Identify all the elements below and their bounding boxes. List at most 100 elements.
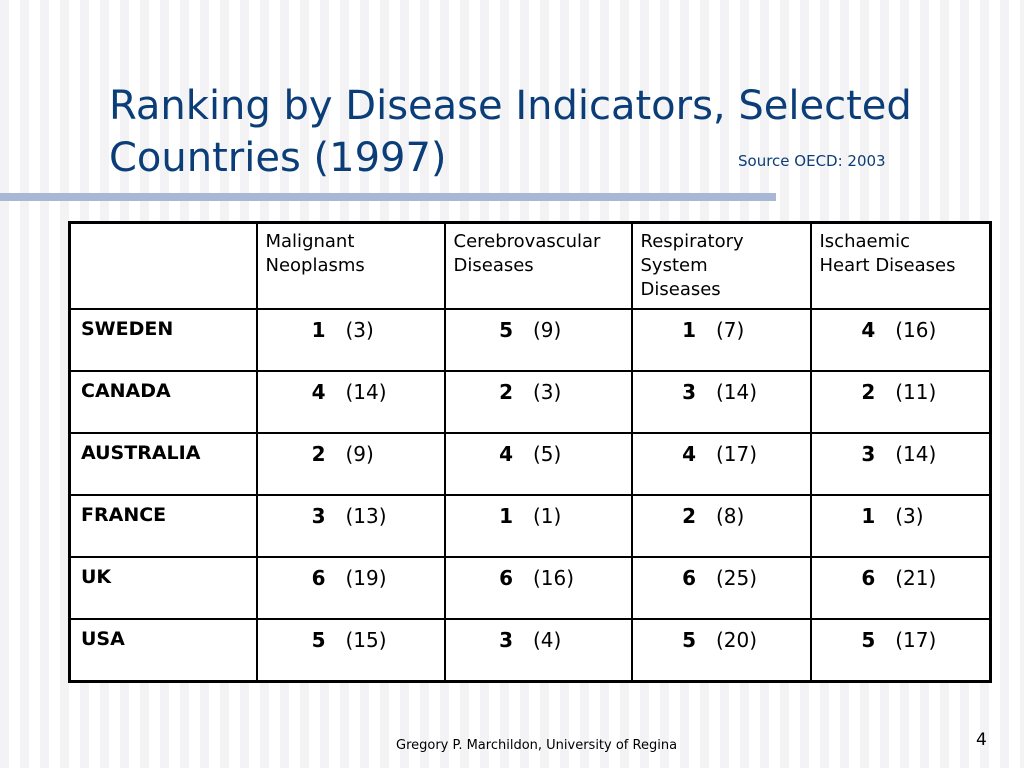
score-value: (17) (716, 442, 758, 466)
source-note: Source OECD: 2003 (738, 152, 886, 170)
ranking-cell: 2 (11) (809, 370, 992, 434)
rank-value: 4 (682, 442, 696, 466)
score-value: (14) (895, 442, 937, 466)
rank-value: 6 (311, 566, 326, 590)
rank-value: 5 (861, 628, 876, 652)
header-line: System (640, 255, 708, 276)
rank-value: 1 (499, 504, 513, 528)
table-row: CANADA 4 (14) 2 (3) 3 (14) 2 (11) (68, 370, 992, 434)
rank-value: 5 (682, 628, 696, 652)
ranking-cell: 4 (17) (630, 432, 812, 496)
rank-value: 2 (311, 442, 326, 466)
rank-value: 1 (861, 504, 876, 528)
country-cell: USA (68, 618, 258, 682)
rank-value: 3 (311, 504, 326, 528)
header-corner-cell (68, 221, 258, 310)
country-cell: CANADA (68, 370, 258, 434)
score-value: (19) (345, 566, 387, 590)
footer-credit: Gregory P. Marchildon, University of Reg… (396, 738, 678, 753)
score-value: (17) (895, 628, 937, 652)
ranking-cell: 2 (8) (630, 494, 812, 558)
table-row: AUSTRALIA 2 (9) 4 (5) 4 (17) 3 (14) (68, 432, 992, 496)
ranking-cell: 3 (14) (630, 370, 812, 434)
rank-value: 6 (499, 566, 513, 590)
score-value: (16) (533, 566, 575, 590)
score-value: (3) (895, 504, 924, 528)
score-value: (8) (716, 504, 745, 528)
ranking-cell: 2 (3) (443, 370, 633, 434)
rank-value: 5 (499, 318, 513, 342)
score-value: (9) (533, 318, 562, 342)
disease-ranking-table: Malignant Neoplasms Cerebrovascular Dise… (68, 221, 992, 683)
header-line: Malignant (265, 231, 355, 252)
rank-value: 2 (861, 380, 876, 404)
table-row: SWEDEN 1 (3) 5 (9) 1 (7) 4 (16) (68, 308, 992, 372)
rank-value: 4 (311, 380, 326, 404)
score-value: (25) (716, 566, 758, 590)
slide-title-line-2: Countries (1997) (109, 135, 447, 181)
ranking-cell: 5 (17) (809, 618, 992, 682)
ranking-cell: 4 (16) (809, 308, 992, 372)
header-respiratory-system-diseases: Respiratory System Diseases (630, 221, 812, 310)
score-value: (3) (345, 318, 374, 342)
rank-value: 2 (682, 504, 696, 528)
table-row: UK 6 (19) 6 (16) 6 (25) 6 (21) (68, 556, 992, 620)
score-value: (1) (533, 504, 562, 528)
rank-value: 2 (499, 380, 513, 404)
rank-value: 3 (861, 442, 876, 466)
header-line: Ischaemic (819, 231, 911, 252)
header-line: Diseases (640, 279, 721, 300)
score-value: (11) (895, 380, 937, 404)
ranking-cell: 6 (21) (809, 556, 992, 620)
score-value: (13) (345, 504, 387, 528)
ranking-cell: 1 (3) (809, 494, 992, 558)
rank-value: 6 (682, 566, 696, 590)
table-header-row: Malignant Neoplasms Cerebrovascular Dise… (68, 221, 992, 310)
ranking-cell: 5 (9) (443, 308, 633, 372)
rank-value: 5 (311, 628, 326, 652)
header-line: Diseases (453, 255, 534, 276)
ranking-cell: 4 (5) (443, 432, 633, 496)
ranking-cell: 5 (20) (630, 618, 812, 682)
ranking-cell: 6 (16) (443, 556, 633, 620)
rank-value: 3 (499, 628, 513, 652)
rank-value: 4 (861, 318, 876, 342)
ranking-cell: 5 (15) (255, 618, 446, 682)
header-line: Neoplasms (265, 255, 365, 276)
header-cerebrovascular-diseases: Cerebrovascular Diseases (443, 221, 633, 310)
country-cell: AUSTRALIA (68, 432, 258, 496)
ranking-cell: 1 (1) (443, 494, 633, 558)
header-line: Heart Diseases (819, 255, 956, 276)
score-value: (15) (345, 628, 387, 652)
rank-value: 3 (682, 380, 696, 404)
rank-value: 6 (861, 566, 876, 590)
ranking-cell: 2 (9) (255, 432, 446, 496)
score-value: (9) (345, 442, 374, 466)
ranking-cell: 1 (7) (630, 308, 812, 372)
score-value: (5) (533, 442, 562, 466)
title-divider (0, 193, 776, 201)
header-malignant-neoplasms: Malignant Neoplasms (255, 221, 446, 310)
header-line: Respiratory (640, 231, 744, 252)
page-number: 4 (976, 730, 987, 750)
country-cell: UK (68, 556, 258, 620)
score-value: (7) (716, 318, 745, 342)
score-value: (3) (533, 380, 562, 404)
score-value: (14) (716, 380, 758, 404)
table-row: USA 5 (15) 3 (4) 5 (20) 5 (17) (68, 618, 992, 682)
ranking-cell: 4 (14) (255, 370, 446, 434)
ranking-cell: 6 (19) (255, 556, 446, 620)
ranking-cell: 1 (3) (255, 308, 446, 372)
score-value: (4) (533, 628, 562, 652)
ranking-cell: 3 (14) (809, 432, 992, 496)
rank-value: 1 (682, 318, 696, 342)
country-cell: SWEDEN (68, 308, 258, 372)
slide-title-line-1: Ranking by Disease Indicators, Selected (109, 83, 912, 129)
ranking-cell: 3 (4) (443, 618, 633, 682)
slide-title: Ranking by Disease Indicators, Selected … (109, 80, 949, 184)
header-line: Cerebrovascular (453, 231, 601, 252)
table-row: FRANCE 3 (13) 1 (1) 2 (8) 1 (3) (68, 494, 992, 558)
rank-value: 4 (499, 442, 513, 466)
country-cell: FRANCE (68, 494, 258, 558)
score-value: (21) (895, 566, 937, 590)
